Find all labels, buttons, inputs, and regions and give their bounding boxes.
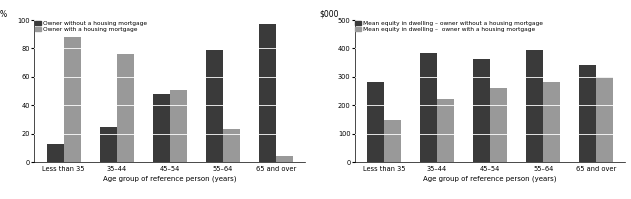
Legend: Mean equity in dwelling – owner without a housing mortgage, Mean equity in dwell: Mean equity in dwelling – owner without … <box>355 21 543 32</box>
Bar <box>579 65 596 162</box>
Bar <box>100 127 117 162</box>
X-axis label: Age group of reference person (years): Age group of reference person (years) <box>423 175 557 181</box>
Bar <box>153 94 170 162</box>
X-axis label: Age group of reference person (years): Age group of reference person (years) <box>103 175 237 181</box>
Bar <box>276 156 293 162</box>
Bar <box>367 82 384 162</box>
Bar <box>437 99 454 162</box>
Text: $000: $000 <box>320 10 339 19</box>
Bar <box>420 53 437 162</box>
Bar <box>47 144 64 162</box>
Bar <box>170 90 187 162</box>
Bar <box>526 51 543 162</box>
Bar <box>473 59 490 162</box>
Bar <box>596 77 613 162</box>
Bar <box>384 120 401 162</box>
Bar <box>206 50 223 162</box>
Bar <box>117 54 134 162</box>
Text: %: % <box>0 10 6 19</box>
Legend: Owner without a housing mortgage, Owner with a housing mortgage: Owner without a housing mortgage, Owner … <box>35 21 147 32</box>
Bar <box>64 37 81 162</box>
Bar <box>490 88 507 162</box>
Bar <box>223 129 240 162</box>
Bar <box>259 24 276 162</box>
Bar <box>543 82 560 162</box>
